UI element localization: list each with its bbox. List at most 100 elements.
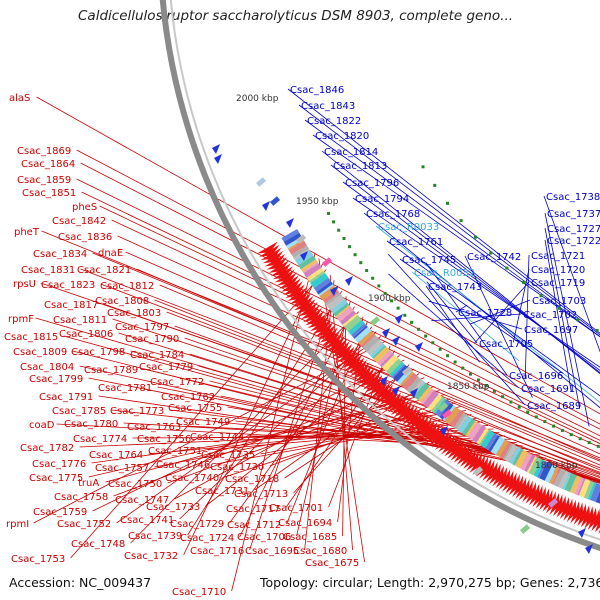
cog-feature-block bbox=[333, 302, 350, 317]
cog-feature-block bbox=[533, 459, 545, 478]
gene-label: rpmF bbox=[8, 314, 34, 325]
cog-feature-block bbox=[558, 470, 570, 489]
cog-feature-block bbox=[339, 310, 357, 325]
gene-arrow bbox=[305, 310, 325, 326]
label-leader-line bbox=[352, 197, 600, 368]
scale-label: 1800 kbp bbox=[535, 461, 578, 471]
gene-arrow bbox=[268, 260, 289, 273]
cog-feature-block bbox=[373, 346, 390, 363]
label-leader-line bbox=[411, 271, 520, 361]
gene-label: Csac_1732 bbox=[124, 551, 178, 562]
gene-label: dnaE bbox=[98, 248, 123, 259]
gene-arrow bbox=[422, 421, 438, 441]
feature-block bbox=[322, 257, 333, 267]
cog-feature-block bbox=[583, 480, 594, 499]
scale-tick-dot bbox=[517, 405, 521, 409]
cog-feature-block bbox=[417, 386, 433, 403]
cog-feature-block bbox=[453, 412, 467, 430]
cog-feature-block bbox=[393, 365, 410, 382]
label-leader-line bbox=[375, 225, 600, 403]
cog-feature-block bbox=[524, 454, 536, 473]
gene-label: Csac_1797 bbox=[115, 322, 169, 333]
cog-feature-block bbox=[326, 294, 345, 311]
gene-label: Csac_1842 bbox=[52, 216, 106, 227]
gene-label: Csac_1869 bbox=[17, 146, 71, 157]
cog-feature-block bbox=[514, 449, 529, 469]
cog-feature-block bbox=[316, 281, 333, 295]
gene-label: Csac_1813 bbox=[333, 161, 387, 172]
scale-tick-dot bbox=[396, 306, 400, 310]
gene-label: Csac_1750 bbox=[108, 479, 162, 490]
gene-label: Csac_1859 bbox=[17, 175, 71, 186]
cog-feature-block bbox=[561, 472, 572, 490]
label-leader-line bbox=[298, 104, 600, 336]
label-leader-line bbox=[388, 273, 520, 389]
gene-label: Csac_1680 bbox=[293, 546, 347, 557]
gene-label: Csac_1758 bbox=[54, 492, 108, 503]
gene-arrow-reverse bbox=[382, 328, 390, 338]
gene-label: Csac_1724 bbox=[180, 533, 234, 544]
gene-label: Csac_1761 bbox=[389, 237, 443, 248]
label-leader-line bbox=[88, 377, 589, 478]
gene-label: Csac_1737 bbox=[547, 209, 600, 220]
cog-feature-block bbox=[330, 299, 348, 314]
gene-label: Csac_1689 bbox=[527, 401, 581, 412]
feature-block bbox=[296, 234, 307, 244]
gene-label: Csac_1742 bbox=[467, 252, 521, 263]
gene-label: Csac_1703 bbox=[532, 296, 586, 307]
cog-feature-block bbox=[351, 323, 367, 338]
gene-label: Csac_1749 bbox=[176, 417, 230, 428]
cog-feature-block bbox=[389, 361, 405, 377]
gene-arrow bbox=[276, 272, 297, 286]
cog-feature-block bbox=[485, 433, 498, 451]
scale-tick-dot bbox=[446, 354, 450, 358]
scale-tick-dot bbox=[353, 253, 357, 257]
cog-feature-block bbox=[298, 255, 316, 270]
cog-feature-block bbox=[499, 441, 512, 459]
topology-summary: Topology: circular; Length: 2,970,275 bp… bbox=[260, 575, 600, 590]
gene-label: Csac_1794 bbox=[355, 194, 409, 205]
label-leader-line bbox=[399, 258, 564, 375]
cog-feature-block bbox=[283, 232, 302, 246]
gene-label: Csac_1834 bbox=[33, 249, 87, 260]
gene-label: Csac_1763 bbox=[127, 422, 181, 433]
gene-arrow-reverse bbox=[262, 201, 270, 211]
cog-feature-block bbox=[431, 396, 445, 413]
gene-label: Csac_1752 bbox=[57, 519, 111, 530]
scale-tick-dot bbox=[576, 318, 580, 322]
gene-labels: 2000 kbp 1950 kbp 1900 kbp 1850 kbp 1800 kbp… bbox=[4, 85, 600, 598]
label-leader-line bbox=[425, 285, 480, 363]
scale-tick-dot bbox=[424, 334, 428, 338]
cog-feature-block bbox=[595, 489, 600, 504]
gene-label: Csac_1729 bbox=[170, 519, 224, 530]
label-leader-line bbox=[318, 258, 365, 563]
cog-feature-block bbox=[420, 388, 435, 405]
label-leader-line bbox=[321, 150, 600, 375]
scale-tick-dot bbox=[332, 220, 336, 224]
scale-tick-dot bbox=[459, 219, 463, 223]
cog-feature-block bbox=[369, 342, 385, 358]
cog-feature-block bbox=[344, 315, 362, 332]
scale-tick-dot bbox=[410, 320, 414, 324]
gene-label: Csac_1717 bbox=[226, 504, 280, 515]
scale-tick-dot bbox=[431, 341, 435, 345]
label-leader-line bbox=[284, 381, 430, 479]
figure-title: Caldicellulosiruptor saccharolyticus DSM… bbox=[78, 8, 514, 24]
gene-label: Csac_1696 bbox=[509, 371, 563, 382]
gene-label: Csac_1730 bbox=[210, 462, 264, 473]
gene-arrow-reverse bbox=[286, 218, 294, 228]
gene-label: Csac_1739 bbox=[128, 531, 182, 542]
cog-feature-block bbox=[488, 435, 500, 452]
cog-feature-block bbox=[553, 468, 566, 487]
gene-label: Csac_1804 bbox=[20, 362, 74, 373]
gene-label: Csac_1831 bbox=[21, 265, 75, 276]
label-leader-line bbox=[425, 262, 508, 376]
label-leader-line bbox=[544, 212, 590, 427]
gene-label: Csac_1775 bbox=[29, 473, 83, 484]
gene-arrow-reverse bbox=[585, 544, 593, 554]
cog-feature-block bbox=[360, 333, 376, 348]
gene-label: Csac_1799 bbox=[29, 374, 83, 385]
cog-feature-block bbox=[465, 420, 478, 437]
cog-feature-block bbox=[526, 456, 537, 473]
label-leader-line bbox=[337, 316, 364, 523]
